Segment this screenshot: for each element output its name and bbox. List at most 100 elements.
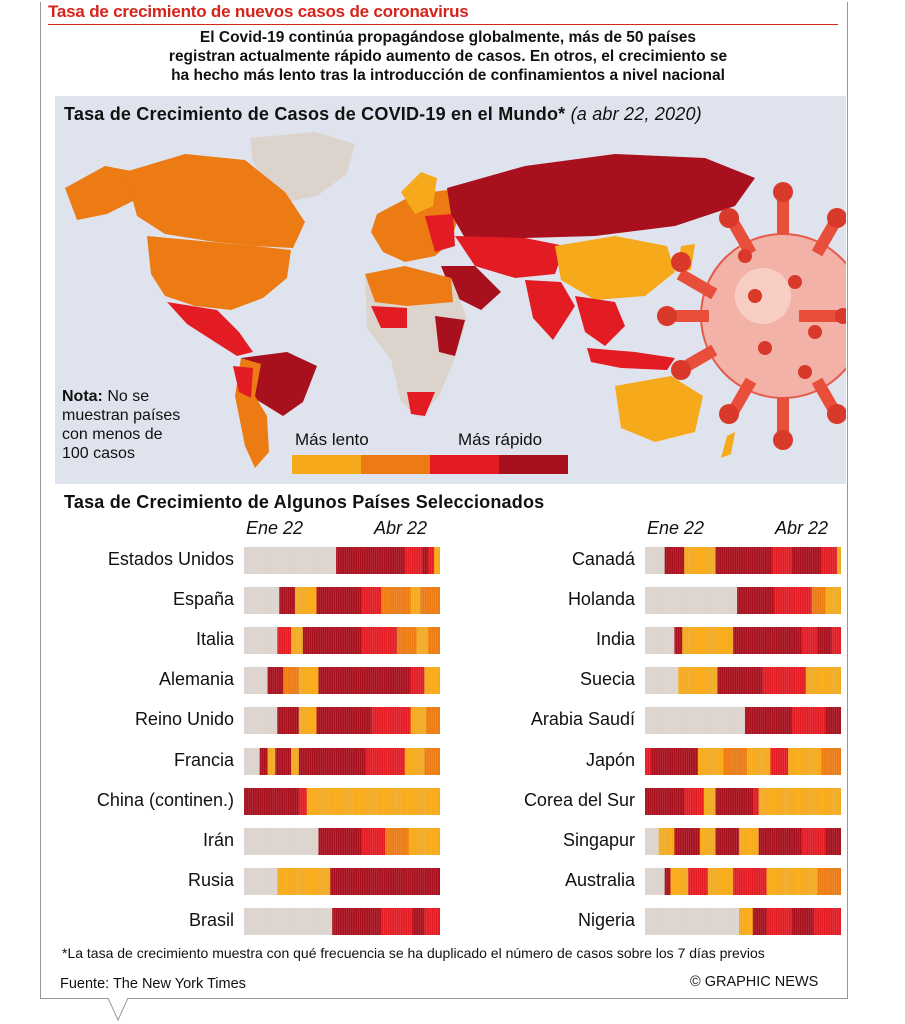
strip-segment-fastest [422,547,429,574]
strip-segment-slow [821,747,841,775]
strip-segment-fast [381,907,414,935]
strip-segment-none [244,627,278,655]
strip-segment-fastest [674,827,701,855]
strip-segment-fastest [316,707,372,735]
legend-slower-label: Más lento [295,430,369,449]
country-label: España [172,589,234,610]
growth-strip [244,867,440,895]
headline-rule [48,24,838,25]
note-line-2: muestran países [62,407,181,424]
country-label: Suecia [579,669,635,690]
strip-segment-fastest [259,747,269,775]
strip-segment-none [645,827,660,855]
strip-segment-slowest [825,587,841,615]
graphic-news-credit: © GRAPHIC NEWS [690,974,819,990]
strip-segment-fast [813,907,841,935]
growth-strip [244,667,440,695]
strip-segment-fastest [645,787,685,815]
growth-strip [244,707,440,735]
map-northafrica [365,266,453,306]
strip-segment-fastest [715,787,754,815]
strip-segment-fastest [737,587,775,615]
strip-segment-fastest [825,707,841,735]
strip-segment-slow [723,747,748,775]
map-westafrica [371,306,407,328]
strip-segment-none [645,907,740,935]
intro-line-1: El Covid-19 continúa propagándose global… [199,29,697,46]
country-label: Singapur [562,829,635,850]
map-middleeast [441,266,501,310]
country-label: Brasil [188,909,234,930]
strip-segment-slowest [410,707,427,735]
strip-segment-none [244,587,280,615]
country-label: Alemania [158,669,234,690]
strip-segment-fastest [674,627,683,655]
map-easteurope [425,214,455,252]
map-seasia [575,296,625,346]
country-label: Arabia Saudí [530,709,635,730]
growth-strip [244,747,440,775]
axis-label-start-right: Ene 22 [647,518,705,538]
strip-segment-slowest [294,587,318,615]
growth-strip [244,787,440,815]
country-label: Italia [195,629,234,650]
footnote: *La tasa de crecimiento muestra con qué … [62,945,765,961]
intro-text: El Covid-19 continúa propagándose global… [60,28,836,85]
axis-label-start-left: Ene 22 [246,518,304,538]
note-line-3: con menos de [62,426,163,443]
map-mexico [167,302,253,356]
strip-segment-fastest [664,547,685,574]
strip-segment-slowest [697,747,724,775]
map-newzealand [721,432,735,458]
strip-segment-fastest [733,627,803,655]
strip-segment-fastest [316,587,363,615]
strip-segment-none [244,907,333,935]
strip-segment-slowest [739,827,760,855]
legend-swatch [361,455,430,474]
strip-segment-fastest [244,787,300,815]
strip-segment-fastest [336,547,406,574]
map-eastafrica [435,316,465,356]
strip-segment-slowest [766,867,818,895]
world-map [65,132,846,468]
note-line-4: 100 casos [62,445,135,462]
intro-line-2: registran actualmente rápido aumento de … [168,48,728,65]
strip-segment-fast [684,787,705,815]
strip-segment-fastest [758,827,803,855]
strip-segment-fast [365,747,406,775]
growth-strip [645,667,841,695]
strip-segment-fast [801,627,818,655]
strip-segment-slowest [837,547,841,574]
country-label: Japón [585,749,635,770]
strip-segment-none [244,867,278,895]
axis-label-end-left: Abr 22 [374,518,428,538]
map-peru [233,366,253,398]
strip-segment-fast [410,667,425,695]
country-label: Holanda [567,589,635,610]
country-label: India [595,629,635,650]
strip-segment-slow [385,827,410,855]
coronavirus-illustration [657,182,846,450]
headline: Tasa de crecimiento de nuevos casos de c… [48,2,469,21]
strip-segment-slowest [404,747,425,775]
country-label: Corea del Sur [523,789,635,810]
strip-segment-fastest [332,907,382,935]
strip-segment-fastest [715,827,740,855]
strip-segment-slowest [788,747,822,775]
strip-segment-fastest [664,867,671,895]
strip-segment-slowest [678,667,719,695]
strip-segment-slow [424,747,440,775]
strip-segment-slowest [408,827,440,855]
strip-segment-fast [277,627,292,655]
strip-segment-none [244,707,278,735]
strip-segment-slowest [682,627,734,655]
strip-segment-slowest [658,827,675,855]
growth-strip [645,907,841,935]
strip-segment-fast [688,867,709,895]
strip-segment-fastest [267,667,284,695]
strip-segment-slowest [298,667,319,695]
legend-color-bar [292,455,568,474]
map-centralasia [455,236,565,278]
legend-faster-label: Más rápido [458,430,543,449]
strip-segment-fastest [650,747,699,775]
